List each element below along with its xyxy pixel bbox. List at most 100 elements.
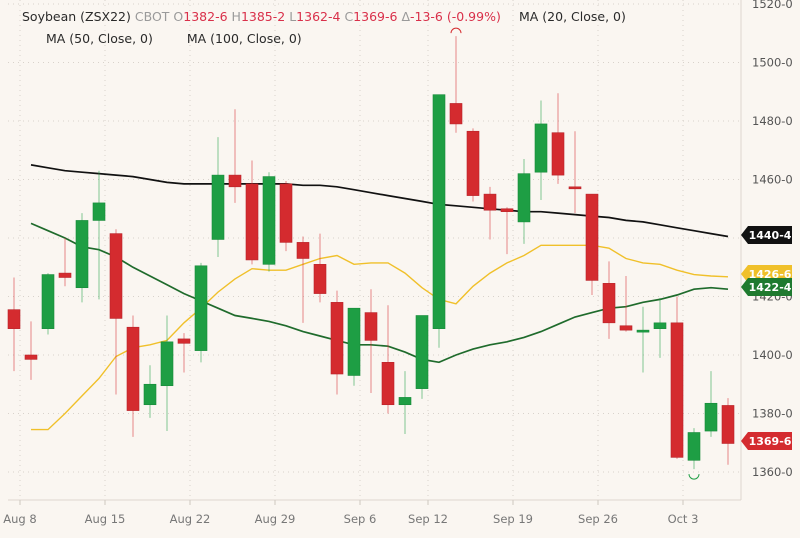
time-axis-label: Sep 19 <box>493 512 533 526</box>
low-marker-icon <box>688 474 700 480</box>
legend-ma50[interactable]: MA (50, Close, 0) <box>46 31 153 46</box>
price-axis-label: 1500-0 <box>752 56 793 70</box>
candle-down <box>7 277 21 372</box>
candle-body <box>313 264 327 294</box>
candle-down <box>381 305 395 414</box>
candle-body <box>449 103 463 125</box>
candle-body <box>126 326 140 411</box>
candle-down <box>279 180 293 252</box>
legend-ma20[interactable]: MA (20, Close, 0) <box>519 9 626 24</box>
candle-up <box>75 213 89 303</box>
price-axis-label: 1380-0 <box>752 407 793 421</box>
candle-body <box>24 354 38 360</box>
ma-line-100 <box>30 164 729 238</box>
price-tag-label: 1440-4 <box>749 229 792 242</box>
candle-body <box>568 186 582 190</box>
candle-down <box>228 109 242 203</box>
candle-body <box>636 329 650 333</box>
candle-down <box>670 296 684 459</box>
candle-body <box>194 265 208 351</box>
candle-up <box>636 306 650 373</box>
legend-low-value: 1362-4 <box>296 9 341 24</box>
candle-body <box>653 322 667 329</box>
candle-up <box>534 100 548 200</box>
candle-down <box>109 229 123 395</box>
price-tag-label: 1369-6 <box>749 435 792 448</box>
candle-body <box>670 322 684 458</box>
candle-down <box>126 315 140 437</box>
candle-body <box>347 307 361 376</box>
legend-exchange: CBOT <box>134 9 170 24</box>
candle-up <box>143 365 157 418</box>
candle-body <box>721 405 735 444</box>
candle-up <box>432 94 446 348</box>
candle-body <box>500 208 514 212</box>
candle-body <box>704 402 718 432</box>
candle-down <box>245 160 259 265</box>
candle-up <box>415 315 429 399</box>
price-axis-label: 1460-0 <box>752 173 793 187</box>
high-low-markers <box>450 27 700 480</box>
candle-down <box>24 321 38 380</box>
legend-high-label: H <box>231 9 241 24</box>
time-axis-label: Sep 6 <box>344 512 377 526</box>
candle-down <box>568 131 582 214</box>
candle-body <box>585 193 599 281</box>
candle-body <box>109 233 123 319</box>
candle-up <box>262 172 276 272</box>
candle-body <box>228 174 242 188</box>
candle-body <box>75 220 89 289</box>
candle-up <box>347 307 361 386</box>
last-price-tag: 1369-6 <box>741 432 792 450</box>
candle-down <box>364 289 378 394</box>
legend-ohlc-row: Soybean (ZSX22) CBOT O1382-6 H1385-2 L13… <box>22 9 501 24</box>
price-tag-label: 1426-6 <box>749 268 792 281</box>
legend-change-label: Δ <box>401 9 410 24</box>
legend-symbol: Soybean (ZSX22) <box>22 9 131 24</box>
candle-body <box>517 173 531 223</box>
candle-body <box>58 272 72 278</box>
price-tag-shape <box>741 226 792 244</box>
candle-down <box>177 333 191 373</box>
candle-down <box>483 186 497 240</box>
candle-body <box>7 309 21 329</box>
candle-up <box>517 159 531 244</box>
candle-down <box>721 398 735 465</box>
candle-body <box>160 341 174 387</box>
time-axis-label: Sep 26 <box>578 512 618 526</box>
candle-up <box>160 315 174 432</box>
candle-body <box>466 130 480 196</box>
legend-open-label: O <box>173 9 184 24</box>
time-axis-label: Oct 3 <box>668 512 699 526</box>
price-tag-shape <box>741 278 792 296</box>
legend-open-value: 1382-6 <box>183 9 228 24</box>
price-tag-label: 1422-4 <box>749 281 792 294</box>
candle-up <box>194 262 208 363</box>
candle-down <box>449 36 463 133</box>
high-marker-icon <box>450 27 462 34</box>
candlesticks <box>7 36 735 470</box>
chart-legend: Soybean (ZSX22) CBOT O1382-6 H1385-2 L13… <box>0 0 740 50</box>
ma100-price-tag: 1440-4 <box>741 226 792 244</box>
legend-ma100[interactable]: MA (100, Close, 0) <box>186 31 302 46</box>
candle-down <box>58 238 72 287</box>
candle-body <box>398 397 412 406</box>
legend-change-value: -13-6 (-0.99%) <box>410 9 501 24</box>
candle-up <box>398 371 412 434</box>
legend-ma-row: MA (50, Close, 0) MA (100, Close, 0) <box>46 31 302 46</box>
legend-high-value: 1385-2 <box>240 9 286 24</box>
candle-down <box>330 290 344 395</box>
time-axis[interactable]: Aug 8 Aug 15 Aug 22 Aug 29 Sep 6 Sep 12 Sep 19… <box>3 500 698 526</box>
candle-up <box>653 297 667 358</box>
candle-body <box>330 302 344 375</box>
ma-line-20 <box>31 244 729 431</box>
candle-down <box>500 207 514 255</box>
time-axis-label: Aug 15 <box>85 512 126 526</box>
candle-down <box>296 236 310 323</box>
candle-body <box>245 183 259 261</box>
candle-body <box>364 312 378 341</box>
price-axis-label: 1400-0 <box>752 348 793 362</box>
